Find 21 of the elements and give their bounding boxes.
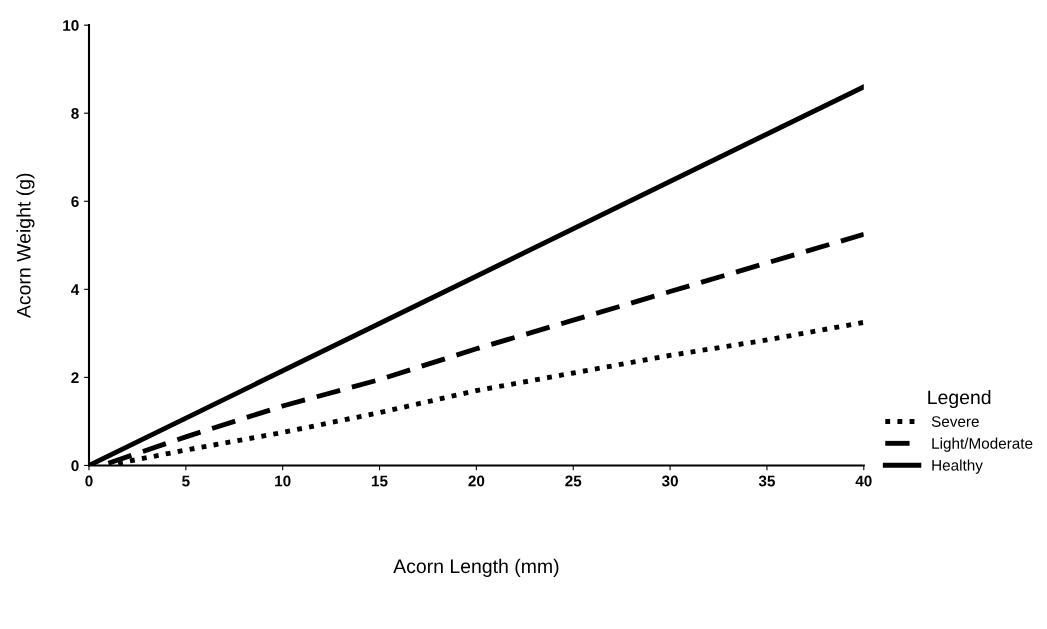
x-axis-title: Acorn Length (mm) — [393, 558, 559, 577]
y-tick-label: 0 — [71, 460, 79, 472]
x-tick-label: 10 — [275, 475, 291, 487]
y-tick-label: 2 — [71, 372, 79, 383]
y-tick-label: 10 — [63, 20, 79, 31]
x-tick-label: 35 — [758, 475, 775, 487]
y-axis-title: Acorn Weight (g) — [16, 173, 35, 319]
y-tick-label: 8 — [71, 108, 79, 119]
x-tick-label: 40 — [855, 475, 872, 487]
legend-label: Severe — [931, 416, 979, 427]
x-tick-label: 25 — [565, 475, 582, 487]
y-tick-label: 4 — [71, 284, 80, 295]
legend-label: Light/Moderate — [932, 437, 1033, 452]
legend-title: Legend — [928, 389, 991, 409]
y-tick-label: 6 — [71, 196, 79, 207]
legend-label: Healthy — [932, 459, 983, 474]
x-tick-label: 0 — [85, 475, 93, 487]
x-tick-label: 20 — [468, 475, 485, 487]
x-tick-label: 5 — [182, 475, 190, 487]
x-tick-label: 15 — [372, 475, 388, 487]
x-tick-label: 30 — [661, 475, 678, 487]
